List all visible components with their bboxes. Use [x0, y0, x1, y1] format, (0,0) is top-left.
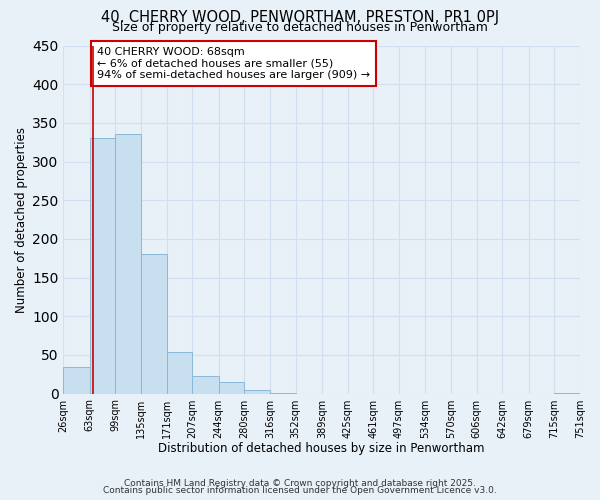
Bar — [64, 366, 90, 394]
Bar — [115, 134, 141, 394]
Text: Contains public sector information licensed under the Open Government Licence v3: Contains public sector information licen… — [103, 486, 497, 495]
Bar — [193, 376, 219, 394]
Bar — [244, 390, 270, 394]
Text: Contains HM Land Registry data © Crown copyright and database right 2025.: Contains HM Land Registry data © Crown c… — [124, 478, 476, 488]
Text: 40 CHERRY WOOD: 68sqm
← 6% of detached houses are smaller (55)
94% of semi-detac: 40 CHERRY WOOD: 68sqm ← 6% of detached h… — [97, 47, 370, 80]
Text: 40, CHERRY WOOD, PENWORTHAM, PRESTON, PR1 0PJ: 40, CHERRY WOOD, PENWORTHAM, PRESTON, PR… — [101, 10, 499, 25]
Bar — [167, 352, 193, 394]
Y-axis label: Number of detached properties: Number of detached properties — [15, 126, 28, 312]
Bar — [554, 393, 580, 394]
X-axis label: Distribution of detached houses by size in Penwortham: Distribution of detached houses by size … — [158, 442, 485, 455]
Text: Size of property relative to detached houses in Penwortham: Size of property relative to detached ho… — [112, 21, 488, 34]
Bar — [141, 254, 167, 394]
Bar — [90, 138, 115, 394]
Bar — [219, 382, 244, 394]
Bar — [270, 393, 296, 394]
